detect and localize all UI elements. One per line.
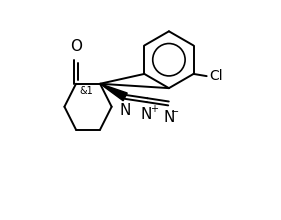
Text: N: N <box>163 110 175 125</box>
Text: O: O <box>70 38 82 54</box>
Polygon shape <box>100 84 127 101</box>
Text: Cl: Cl <box>209 69 223 83</box>
Text: N: N <box>141 107 152 122</box>
Text: −: − <box>171 107 180 117</box>
Text: N: N <box>120 103 131 118</box>
Text: +: + <box>149 104 158 114</box>
Text: &1: &1 <box>79 86 93 96</box>
